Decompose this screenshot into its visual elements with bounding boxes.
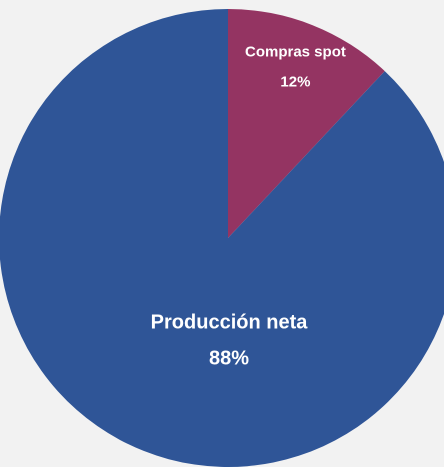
slice-value-label: 12%: [280, 74, 310, 91]
slice-category-label: Producción neta: [151, 311, 309, 333]
pie-slice: [0, 9, 444, 467]
slice-category-label: Compras spot: [245, 44, 346, 61]
slice-value-label: 88%: [209, 347, 249, 369]
pie-slice: [228, 9, 385, 238]
